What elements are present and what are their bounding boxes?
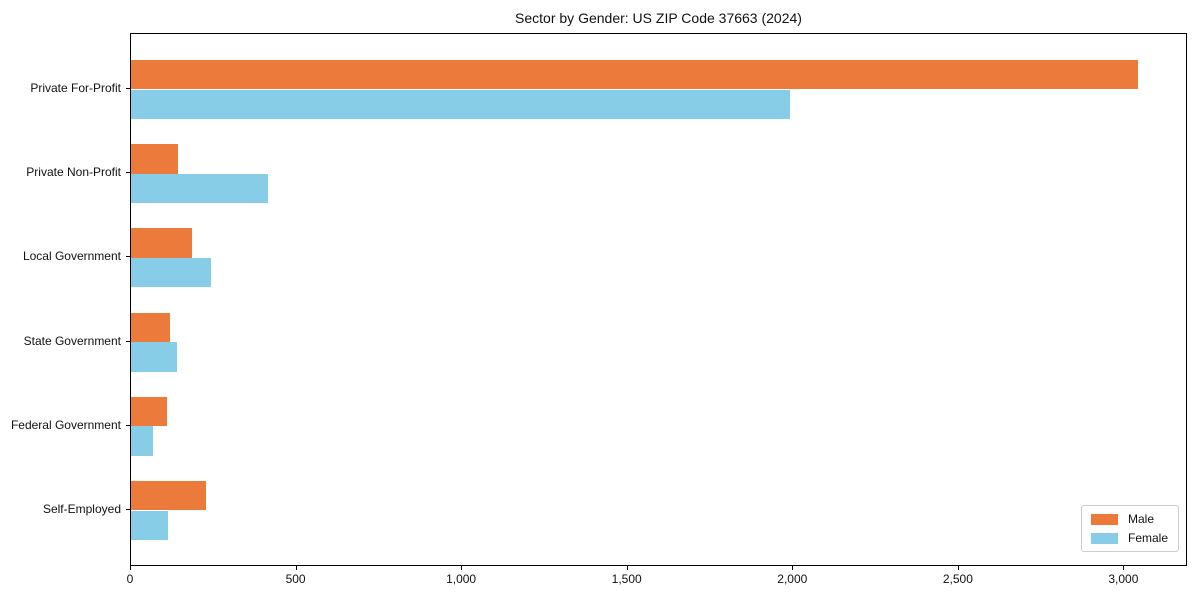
x-tick-label-6: 3,000 [1108, 572, 1139, 586]
x-tick-label-5: 2,500 [942, 572, 973, 586]
y-tick-mark-0 [126, 88, 130, 89]
y-tick-label-0: Private For-Profit [30, 81, 121, 95]
y-tick-label-2: Local Government [22, 249, 121, 264]
y-tick-mark-4 [126, 424, 130, 426]
x-tick-label-4: 2,000 [777, 572, 808, 586]
bar-male-4 [131, 396, 167, 427]
female-series-swatch [1090, 532, 1118, 544]
y-tick-label-5: Self-Employed [42, 502, 121, 516]
x-tick-label-2: 1,000 [446, 572, 477, 586]
legend-label-female: Female [1127, 531, 1168, 545]
x-tick-mark-1 [295, 566, 297, 570]
x-tick-mark-0 [130, 566, 131, 570]
bar-female-3 [131, 342, 177, 372]
male-series-swatch [1090, 513, 1118, 525]
bar-male-0 [131, 59, 1138, 90]
y-tick-label-3: State Government [23, 333, 121, 348]
chart-title: Sector by Gender: US ZIP Code 37663 (202… [515, 10, 802, 26]
y-tick-mark-3 [126, 340, 130, 342]
x-tick-label-0: 0 [126, 572, 134, 586]
legend-item-female: Female [1090, 531, 1168, 545]
x-tick-mark-6 [1123, 566, 1125, 570]
bar-male-1 [131, 144, 178, 174]
x-tick-mark-3 [626, 566, 628, 570]
x-tick-label-3: 1,500 [611, 572, 642, 586]
x-tick-mark-2 [461, 566, 463, 570]
x-tick-label-1: 500 [285, 572, 306, 586]
y-tick-mark-1 [126, 172, 130, 174]
legend-item-male: Male [1090, 512, 1168, 526]
bar-male-5 [131, 480, 207, 511]
bar-male-2 [131, 228, 192, 258]
bar-male-3 [131, 312, 171, 343]
bar-female-5 [131, 510, 169, 541]
legend-label-male: Male [1127, 512, 1154, 526]
bar-female-2 [131, 257, 212, 288]
plot-area: Male Female [130, 33, 1187, 566]
y-tick-label-1: Private Non-Profit [26, 165, 121, 180]
y-tick-mark-2 [126, 256, 130, 258]
y-tick-mark-5 [126, 509, 130, 510]
y-tick-label-4: Federal Government [10, 417, 121, 432]
x-tick-mark-5 [957, 566, 959, 570]
bar-female-0 [131, 89, 790, 120]
bar-female-1 [131, 173, 269, 204]
bar-female-4 [131, 426, 153, 456]
x-tick-mark-4 [792, 566, 794, 570]
legend: Male Female [1080, 505, 1179, 552]
